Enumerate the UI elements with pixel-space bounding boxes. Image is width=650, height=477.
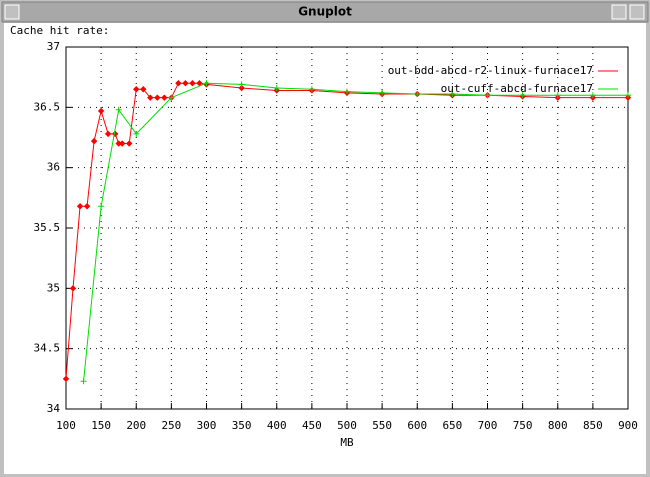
data-point (308, 86, 315, 93)
data-point (104, 130, 112, 138)
x-tick-label: 700 (478, 419, 498, 432)
legend-label: out-bdd-abcd-r2-linux-furnace17 (388, 64, 593, 77)
x-tick-label: 400 (267, 419, 287, 432)
data-point (140, 86, 147, 93)
x-tick-label: 250 (161, 419, 181, 432)
data-point (115, 106, 122, 113)
data-point (175, 79, 182, 87)
x-tick-label: 850 (583, 419, 603, 432)
y-tick-label: 37 (47, 40, 60, 53)
data-point (484, 92, 491, 99)
x-tick-label: 200 (126, 419, 146, 432)
plot-canvas (4, 23, 646, 474)
y-tick-label: 36.5 (34, 100, 61, 113)
menu-button[interactable] (4, 4, 20, 20)
x-tick-label: 650 (442, 419, 462, 432)
data-point (147, 94, 154, 101)
data-point (519, 92, 526, 99)
data-point (97, 107, 105, 115)
x-tick-label: 350 (232, 419, 252, 432)
data-point (182, 79, 189, 87)
data-point (554, 92, 561, 99)
data-point (449, 91, 456, 98)
data-point (379, 89, 386, 96)
data-point (80, 378, 87, 385)
data-point (414, 91, 421, 98)
data-point (83, 203, 91, 210)
data-point (238, 81, 245, 88)
data-point (69, 285, 77, 292)
x-tick-label: 450 (302, 419, 322, 432)
x-axis-label: MB (340, 436, 354, 449)
x-tick-label: 550 (372, 419, 392, 432)
maximize-button[interactable] (629, 4, 645, 20)
data-point (62, 375, 70, 383)
x-tick-label: 800 (548, 419, 568, 432)
title-bar (1, 1, 649, 23)
data-point (161, 94, 168, 101)
series-line (65, 82, 628, 379)
data-point (273, 85, 280, 92)
data-point (133, 130, 140, 137)
y-axis-label: Cache hit rate: (10, 24, 109, 37)
data-point (133, 86, 140, 93)
minimize-button[interactable] (611, 4, 627, 20)
data-point (126, 140, 133, 147)
window-title: Gnuplot (298, 5, 352, 19)
data-point (203, 80, 210, 87)
series-line (83, 82, 628, 382)
data-point (589, 92, 596, 99)
x-tick-label: 150 (91, 419, 111, 432)
data-point (625, 92, 631, 99)
data-point (118, 140, 126, 147)
x-tick-label: 600 (407, 419, 427, 432)
y-tick-label: 35 (47, 281, 60, 294)
y-tick-label: 34 (47, 402, 61, 415)
data-point (189, 79, 196, 87)
data-point (76, 203, 84, 210)
x-tick-label: 100 (56, 419, 76, 432)
legend-label: out-cuff-abcd-furnace17 (441, 82, 593, 95)
x-tick-label: 900 (618, 419, 638, 432)
x-tick-label: 300 (197, 419, 217, 432)
y-tick-label: 35.5 (34, 221, 61, 234)
x-tick-label: 500 (337, 419, 357, 432)
y-tick-label: 34.5 (34, 342, 61, 355)
data-point (98, 203, 105, 210)
data-point (168, 94, 175, 101)
data-point (90, 137, 98, 145)
x-tick-label: 750 (513, 419, 533, 432)
plot-border (65, 46, 629, 410)
data-point (238, 84, 245, 92)
y-tick-label: 36 (47, 161, 60, 174)
data-point (154, 94, 161, 101)
data-point (344, 88, 350, 95)
